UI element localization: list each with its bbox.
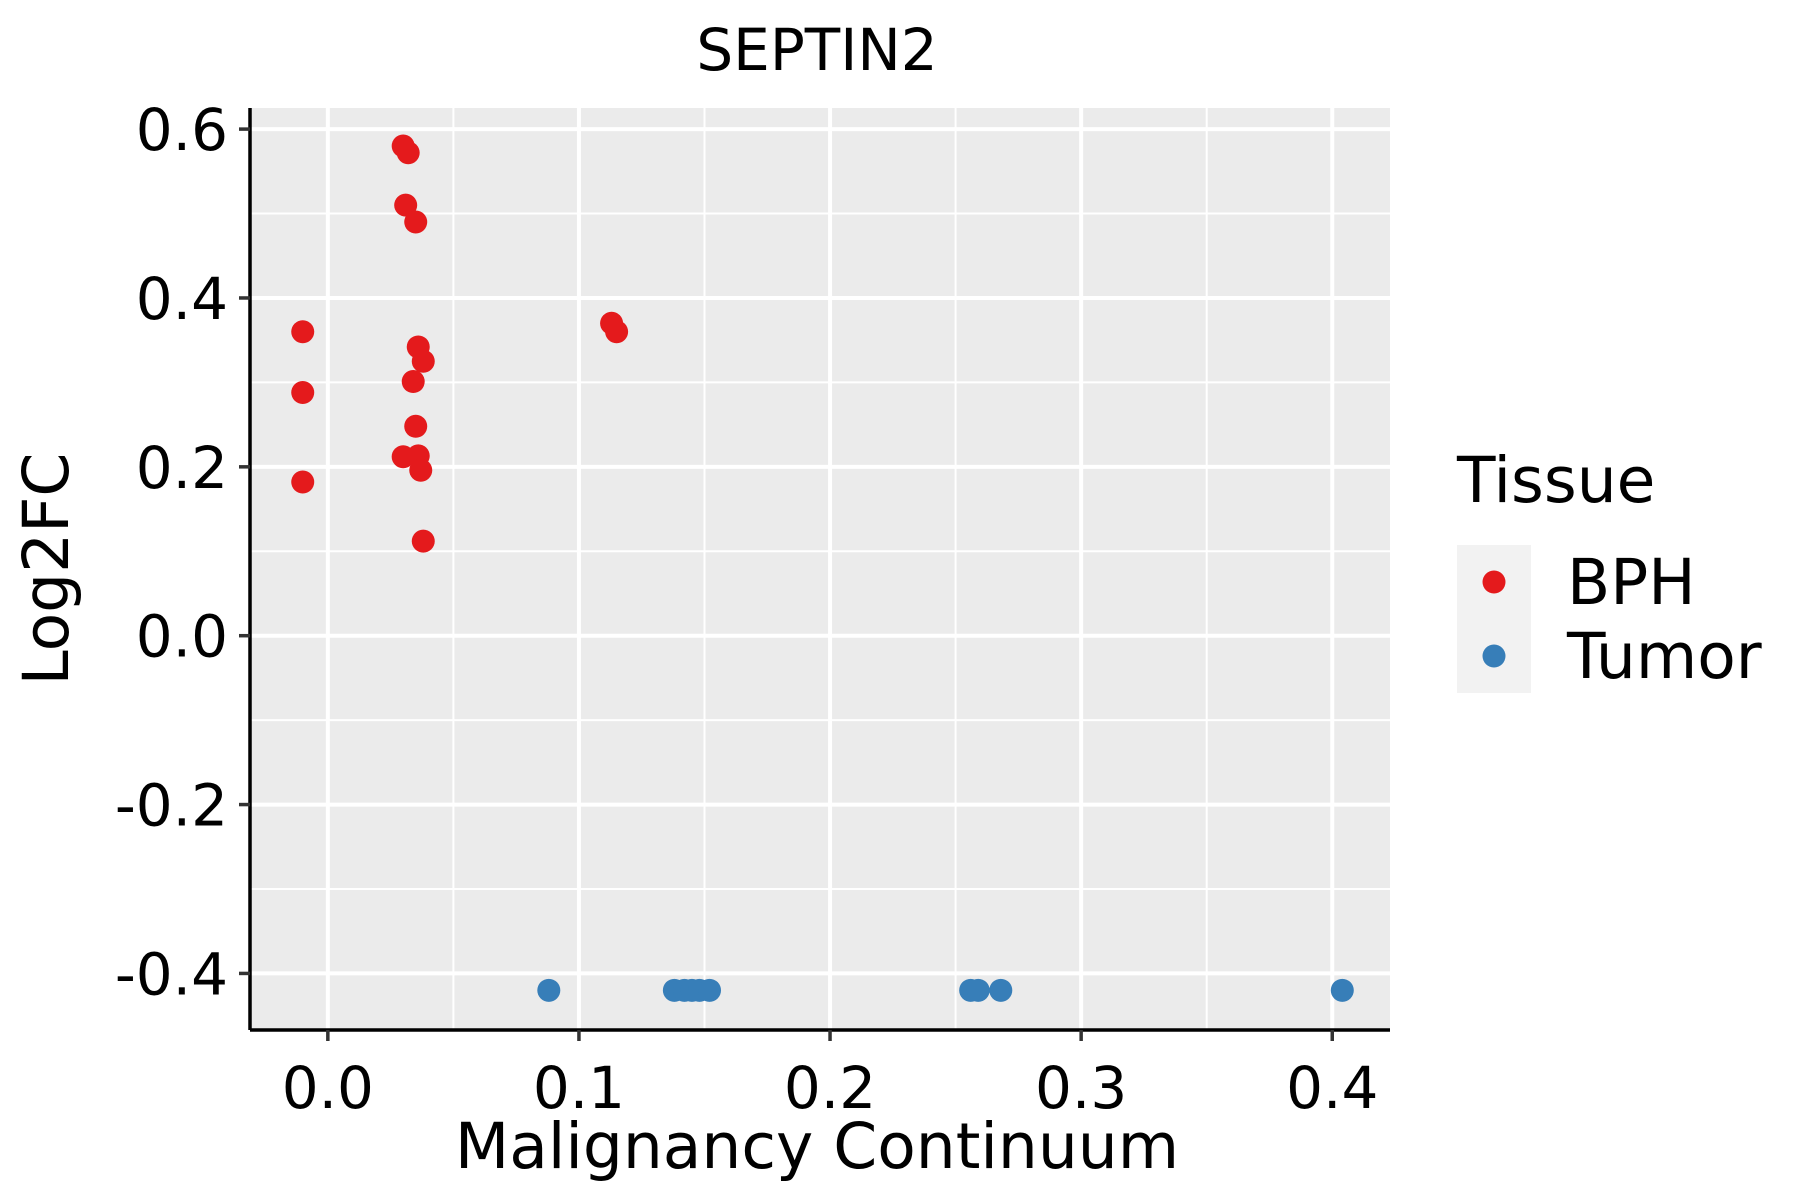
data-point-bph — [411, 349, 435, 373]
y-tick-label: -0.2 — [115, 772, 228, 840]
data-point-bph — [411, 529, 435, 553]
legend-title: Tissue — [1456, 444, 1655, 517]
data-point-bph — [401, 370, 425, 394]
x-tick-label: 0.1 — [533, 1054, 625, 1122]
chart-title: SEPTIN2 — [696, 16, 937, 84]
data-point-bph — [291, 320, 315, 344]
axes — [248, 108, 1390, 1032]
data-point-bph — [404, 414, 428, 438]
data-point-tumor — [698, 978, 722, 1002]
data-point-tumor — [1330, 978, 1354, 1002]
legend-key-tumor — [1482, 644, 1506, 668]
data-point-bph — [291, 381, 315, 405]
legend-label-tumor: Tumor — [1566, 620, 1762, 693]
x-tick-label: 0.2 — [784, 1054, 876, 1122]
data-point-bph — [396, 141, 420, 165]
y-axis-title: Log2FC — [10, 453, 83, 686]
x-tick-label: 0.3 — [1035, 1054, 1127, 1122]
y-tick-label: 0.4 — [136, 265, 228, 333]
plot-panel — [250, 108, 1390, 1030]
data-point-tumor — [966, 978, 990, 1002]
data-point-tumor — [989, 978, 1013, 1002]
y-axis-ticks: -0.4 -0.2 0.0 0.2 0.4 0.6 — [115, 96, 250, 1008]
y-tick-label: 0.2 — [136, 434, 228, 502]
x-tick-label: 0.4 — [1286, 1054, 1378, 1122]
data-points — [291, 134, 1354, 1002]
major-gridlines — [250, 108, 1390, 1030]
data-point-bph — [409, 458, 433, 482]
minor-gridlines — [250, 108, 1390, 1030]
legend-key-background — [1457, 545, 1531, 693]
data-point-bph — [394, 193, 418, 217]
data-point-tumor — [537, 978, 561, 1002]
legend-label-bph: BPH — [1567, 546, 1696, 619]
x-axis-ticks: 0.0 0.1 0.2 0.3 0.4 — [282, 1030, 1378, 1122]
y-tick-label: 0.6 — [136, 96, 228, 164]
x-tick-label: 0.0 — [282, 1054, 374, 1122]
y-tick-label: 0.0 — [136, 603, 228, 671]
data-point-bph — [404, 210, 428, 234]
x-axis-title: Malignancy Continuum — [455, 1110, 1179, 1183]
legend-key-bph — [1482, 570, 1506, 594]
data-point-bph — [605, 320, 629, 344]
y-tick-label: -0.4 — [115, 940, 228, 1008]
data-point-bph — [291, 470, 315, 494]
